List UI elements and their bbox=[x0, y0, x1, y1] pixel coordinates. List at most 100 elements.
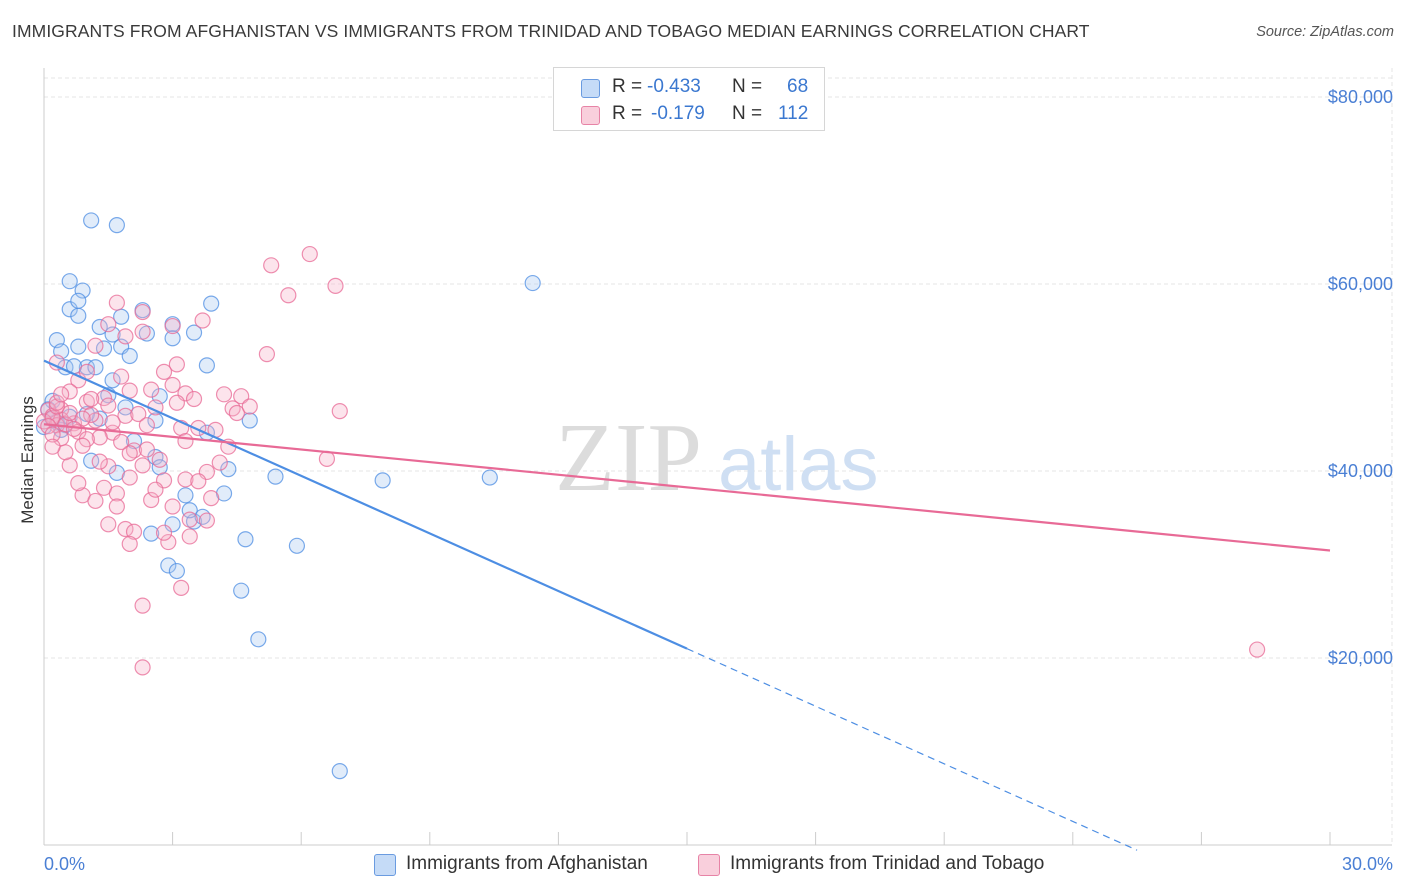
point-afghanistan bbox=[160, 557, 177, 574]
point-trinidad bbox=[125, 523, 143, 540]
point-trinidad bbox=[233, 388, 250, 405]
y-tick-label: $20,000 bbox=[1328, 648, 1393, 668]
point-trinidad bbox=[44, 438, 61, 455]
point-trinidad bbox=[331, 403, 348, 420]
bottom-legend-swatch-trinidad bbox=[698, 854, 720, 876]
point-afghanistan bbox=[78, 359, 95, 376]
point-trinidad bbox=[215, 386, 233, 403]
point-trinidad bbox=[160, 533, 177, 551]
point-trinidad bbox=[1249, 641, 1266, 658]
point-trinidad bbox=[301, 245, 318, 263]
point-trinidad bbox=[138, 441, 155, 458]
point-trinidad bbox=[134, 323, 151, 340]
point-afghanistan bbox=[220, 461, 237, 478]
point-afghanistan bbox=[164, 330, 181, 347]
point-trinidad bbox=[108, 498, 125, 515]
point-trinidad bbox=[87, 492, 104, 510]
point-trinidad bbox=[177, 432, 194, 450]
point-afghanistan bbox=[524, 274, 541, 292]
watermark-atlas: atlas bbox=[718, 422, 879, 507]
point-trinidad bbox=[104, 414, 121, 431]
point-trinidad bbox=[185, 390, 203, 408]
trend-lines bbox=[43, 359, 1331, 851]
point-trinidad bbox=[108, 294, 125, 311]
point-afghanistan bbox=[185, 324, 203, 341]
point-trinidad bbox=[74, 437, 91, 454]
point-afghanistan bbox=[70, 338, 87, 355]
point-trinidad bbox=[198, 512, 215, 529]
point-trinidad bbox=[177, 471, 194, 488]
point-trinidad bbox=[95, 389, 113, 407]
watermark-zip: ZIP bbox=[555, 404, 702, 512]
legend-swatch-trinidad bbox=[581, 106, 600, 125]
point-trinidad bbox=[203, 490, 220, 507]
point-trinidad bbox=[134, 659, 151, 676]
point-afghanistan bbox=[177, 487, 194, 504]
point-trinidad bbox=[130, 405, 147, 423]
point-trinidad bbox=[117, 407, 134, 424]
point-trinidad bbox=[74, 410, 91, 427]
x-tick-label-start: 0.0% bbox=[44, 854, 85, 874]
point-trinidad bbox=[168, 356, 185, 373]
point-afghanistan bbox=[241, 412, 258, 429]
y-tick-label: $80,000 bbox=[1328, 87, 1393, 107]
point-trinidad bbox=[91, 453, 108, 470]
point-trinidad bbox=[87, 337, 104, 354]
y-tick-label: $60,000 bbox=[1328, 274, 1393, 294]
point-afghanistan bbox=[121, 347, 138, 365]
point-afghanistan bbox=[481, 469, 498, 486]
point-afghanistan bbox=[267, 468, 284, 485]
point-afghanistan bbox=[203, 295, 220, 312]
point-afghanistan bbox=[108, 216, 125, 234]
point-afghanistan bbox=[288, 537, 306, 554]
point-trinidad bbox=[258, 346, 276, 363]
trend-line-afghanistan bbox=[43, 359, 688, 650]
point-trinidad bbox=[164, 376, 181, 394]
point-afghanistan bbox=[147, 412, 164, 429]
point-trinidad bbox=[164, 498, 181, 515]
point-trinidad bbox=[138, 417, 155, 434]
point-afghanistan bbox=[198, 357, 215, 374]
point-afghanistan bbox=[237, 531, 254, 548]
point-trinidad bbox=[241, 398, 258, 415]
grid bbox=[44, 77, 1392, 659]
point-trinidad bbox=[134, 457, 151, 474]
legend: R = -0.433 N = 68 R = -0.179 N = 112 bbox=[553, 67, 825, 131]
y-axis-title: Median Earnings bbox=[18, 396, 37, 524]
point-afghanistan bbox=[70, 292, 87, 309]
point-trinidad bbox=[61, 383, 78, 400]
point-trinidad bbox=[53, 386, 70, 403]
bottom-legend-label-afghanistan: Immigrants from Afghanistan bbox=[406, 853, 648, 874]
point-afghanistan bbox=[87, 359, 104, 376]
point-afghanistan bbox=[61, 273, 78, 290]
point-trinidad bbox=[100, 397, 117, 414]
point-trinidad bbox=[113, 433, 130, 451]
point-trinidad bbox=[108, 485, 125, 502]
point-trinidad bbox=[65, 420, 83, 438]
y-tick-label: $40,000 bbox=[1328, 461, 1393, 481]
bottom-legend-swatch-afghanistan bbox=[374, 854, 396, 876]
point-trinidad bbox=[155, 524, 173, 541]
legend-r-label: R = bbox=[612, 103, 643, 124]
point-trinidad bbox=[83, 390, 100, 408]
legend-row-afghanistan: R = -0.433 N = 68 bbox=[554, 73, 824, 103]
point-trinidad bbox=[83, 406, 100, 423]
point-trinidad bbox=[151, 451, 168, 468]
trend-line-trinidad bbox=[43, 423, 1331, 552]
point-afghanistan bbox=[83, 212, 100, 229]
point-trinidad bbox=[100, 458, 117, 475]
point-trinidad bbox=[143, 381, 160, 398]
legend-n-label: N = bbox=[732, 103, 763, 124]
point-afghanistan bbox=[95, 340, 113, 357]
point-trinidad bbox=[100, 516, 117, 533]
point-trinidad bbox=[100, 316, 117, 333]
point-trinidad bbox=[263, 257, 280, 274]
point-trinidad bbox=[48, 398, 65, 415]
legend-swatch-afghanistan bbox=[581, 79, 600, 98]
point-trinidad bbox=[164, 317, 181, 335]
point-trinidad bbox=[134, 303, 151, 321]
point-trinidad bbox=[44, 426, 61, 443]
trend-line-afghanistan-extension bbox=[686, 648, 1138, 851]
axes bbox=[43, 68, 1393, 846]
point-trinidad bbox=[121, 445, 138, 462]
